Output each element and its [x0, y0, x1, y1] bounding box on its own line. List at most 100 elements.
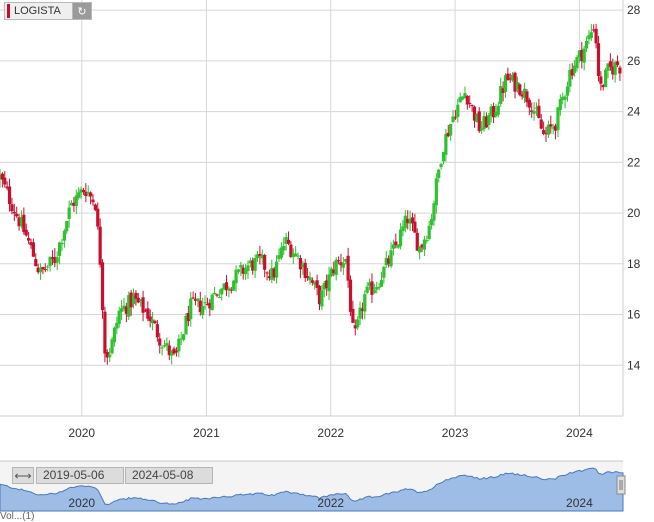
candle-body — [463, 93, 467, 99]
candle-body — [215, 294, 219, 296]
candle-body — [36, 267, 40, 273]
candle-body — [508, 78, 512, 80]
candle-body — [439, 163, 443, 168]
candle-body — [93, 204, 97, 211]
range-start-date[interactable]: 2019-05-06 — [36, 467, 124, 484]
candle-body — [55, 257, 59, 263]
candle-body — [186, 312, 190, 322]
candle-body — [191, 297, 195, 299]
candle-body — [522, 88, 527, 98]
candle-body — [150, 319, 155, 324]
candle-body — [506, 73, 510, 81]
candle-body — [394, 241, 398, 246]
candle-body — [303, 262, 307, 278]
candle-body — [398, 229, 403, 247]
ticker-selector[interactable]: LOGISTA ↻ — [4, 2, 92, 20]
candle-body — [520, 94, 524, 97]
candle-body — [15, 213, 19, 217]
y-tick-label: 14 — [627, 358, 641, 372]
y-tick-label: 24 — [627, 105, 641, 119]
y-tick-label: 28 — [627, 3, 641, 17]
candle-body — [248, 260, 252, 264]
range-arrows-icon[interactable]: ⟷ — [12, 467, 34, 484]
candle-body — [201, 305, 205, 315]
candle-body — [246, 265, 250, 272]
candle-body — [184, 316, 188, 335]
candle-body — [243, 268, 248, 275]
candle-body — [224, 282, 229, 291]
candle-body — [594, 28, 598, 44]
candle-body — [203, 302, 207, 304]
candle-body — [456, 104, 460, 117]
candle-body — [117, 310, 121, 324]
candle-body — [89, 192, 93, 197]
refresh-icon[interactable]: ↻ — [72, 3, 91, 19]
candle-body — [618, 67, 622, 74]
candle-body — [58, 242, 62, 257]
candle-body — [255, 254, 260, 259]
candle-body — [19, 217, 24, 227]
candle-body — [360, 308, 365, 311]
candle-body — [155, 324, 159, 338]
candle-body — [160, 347, 164, 349]
candle-body — [177, 338, 181, 352]
candle-body — [482, 116, 486, 130]
candle-body — [365, 286, 369, 293]
candle-body — [553, 125, 558, 131]
candle-body — [267, 276, 272, 279]
candle-body — [480, 128, 484, 131]
candle-body — [534, 107, 539, 109]
candle-body — [129, 292, 133, 308]
candle-body — [241, 267, 245, 274]
navigator-handle[interactable] — [616, 475, 626, 495]
candle-body — [542, 130, 546, 134]
candle-body — [329, 268, 334, 276]
candle-body — [172, 348, 176, 354]
candle-body — [289, 244, 293, 257]
candle-body — [270, 268, 274, 280]
candle-body — [313, 282, 317, 285]
candle-body — [513, 72, 517, 92]
candle-body — [382, 266, 386, 278]
candle-body — [62, 230, 66, 241]
candle-body — [220, 288, 224, 295]
ticker-symbol: LOGISTA — [14, 5, 61, 17]
candle-body — [494, 111, 498, 117]
candle-body — [127, 295, 131, 317]
navigator-year-label: 2020 — [68, 496, 95, 510]
candle-body — [615, 61, 620, 65]
candle-body — [53, 256, 57, 263]
candle-body — [139, 299, 143, 301]
range-end-date[interactable]: 2024-05-08 — [125, 467, 213, 484]
candle-body — [65, 220, 69, 232]
candle-body — [606, 63, 610, 71]
candle-body — [48, 256, 52, 266]
candle-body — [110, 339, 114, 354]
candle-body — [260, 254, 264, 259]
candle-body — [210, 294, 214, 310]
candle-body — [232, 280, 236, 291]
candle-body — [120, 308, 124, 312]
candle-body — [50, 257, 55, 259]
navigator-year-label: 2022 — [317, 496, 344, 510]
candle-body — [317, 285, 322, 305]
candle-body — [489, 106, 493, 116]
candle-body — [429, 219, 434, 226]
candle-body — [105, 352, 109, 358]
candle-body — [444, 134, 448, 155]
candle-body — [573, 65, 577, 73]
candle-body — [91, 199, 95, 203]
candle-body — [29, 242, 33, 246]
candle-body — [370, 281, 374, 295]
candle-body — [143, 310, 148, 312]
candle-body — [217, 297, 221, 299]
candle-body — [251, 260, 255, 271]
candle-body — [38, 268, 43, 273]
candle-body — [332, 269, 336, 274]
candle-body — [387, 258, 391, 264]
candle-body — [525, 91, 529, 103]
candle-body — [81, 190, 86, 193]
candle-body — [539, 119, 543, 129]
candle-body — [84, 191, 88, 196]
